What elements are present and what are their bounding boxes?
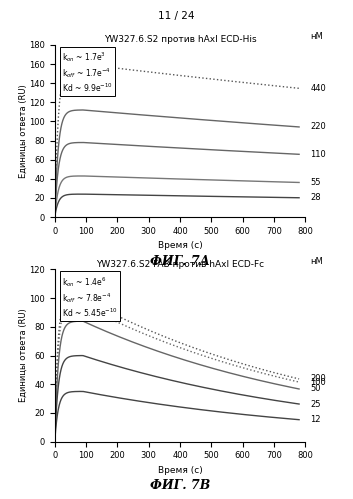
Text: 50: 50 bbox=[310, 384, 321, 394]
Y-axis label: Единицы ответа (RU): Единицы ответа (RU) bbox=[19, 84, 28, 178]
Title: YW327.6.S2 против hAxl ECD-His: YW327.6.S2 против hAxl ECD-His bbox=[104, 35, 256, 44]
Text: 110: 110 bbox=[310, 150, 326, 159]
Text: ФИГ. 7В: ФИГ. 7В bbox=[150, 480, 210, 493]
Title: YW327.6.S2 FAB против hAxl ECD-Fc: YW327.6.S2 FAB против hAxl ECD-Fc bbox=[96, 259, 264, 268]
Text: 55: 55 bbox=[310, 178, 321, 187]
Text: k$_{on}$ ~ 1.7e$^{3}$
k$_{off}$ ~ 1.7e$^{-4}$
Kd ~ 9.9e$^{-10}$: k$_{on}$ ~ 1.7e$^{3}$ k$_{off}$ ~ 1.7e$^… bbox=[62, 50, 113, 94]
Text: 25: 25 bbox=[310, 400, 321, 409]
X-axis label: Время (с): Время (с) bbox=[158, 466, 202, 475]
Text: нМ: нМ bbox=[310, 32, 323, 41]
Y-axis label: Единицы ответа (RU): Единицы ответа (RU) bbox=[19, 309, 28, 402]
Text: 220: 220 bbox=[310, 122, 326, 131]
X-axis label: Время (с): Время (с) bbox=[158, 242, 202, 250]
Text: 11 / 24: 11 / 24 bbox=[158, 11, 195, 21]
Text: 28: 28 bbox=[310, 193, 321, 202]
Text: k$_{on}$ ~ 1.4e$^{6}$
k$_{off}$ ~ 7.8e$^{-4}$
Kd ~ 5.45e$^{-10}$: k$_{on}$ ~ 1.4e$^{6}$ k$_{off}$ ~ 7.8e$^… bbox=[62, 274, 118, 319]
Text: 100: 100 bbox=[310, 378, 326, 387]
Text: 12: 12 bbox=[310, 415, 321, 424]
Text: 440: 440 bbox=[310, 84, 326, 93]
Text: 200: 200 bbox=[310, 374, 326, 383]
Text: нМ: нМ bbox=[310, 257, 323, 266]
Text: ФИГ. 7А: ФИГ. 7А bbox=[150, 255, 210, 268]
